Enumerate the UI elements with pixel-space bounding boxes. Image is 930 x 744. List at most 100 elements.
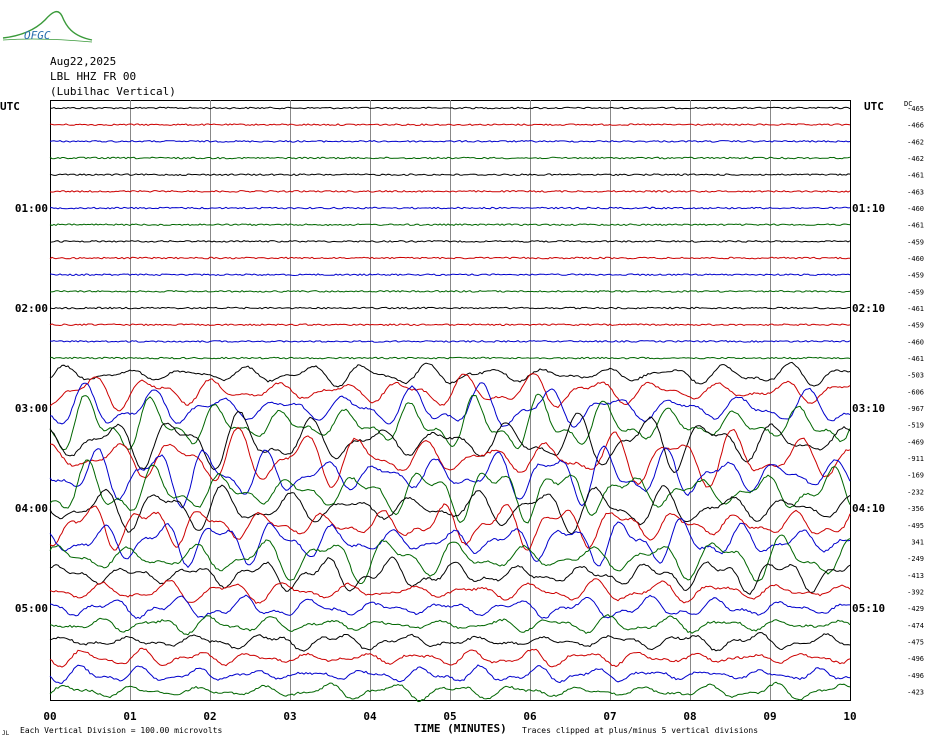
seismic-trace-line xyxy=(49,393,851,451)
left-time-label: 03:00 xyxy=(15,402,48,415)
dc-offset-label: -495 xyxy=(907,522,924,530)
seismic-trace-line xyxy=(49,323,851,327)
seismic-trace-line xyxy=(50,206,851,210)
seismic-trace-line xyxy=(49,173,851,177)
right-time-label: 03:10 xyxy=(852,402,885,415)
seismic-trace-line xyxy=(49,356,851,360)
logo-swoosh-icon xyxy=(2,10,93,41)
seismic-trace-line xyxy=(49,484,851,535)
dc-offset-label: -413 xyxy=(907,572,924,580)
dc-offset-label: -496 xyxy=(907,672,924,680)
dc-offset-label: -460 xyxy=(907,205,924,213)
dc-offset-label: -461 xyxy=(907,355,924,363)
footer-origin-mark: JL xyxy=(2,730,10,737)
logo-text: OFGC xyxy=(24,29,51,42)
dc-title: DC xyxy=(904,100,912,108)
dc-offset-label: -392 xyxy=(907,588,924,596)
x-axis-label: TIME (MINUTES) xyxy=(414,722,507,735)
logo-underline-icon xyxy=(2,38,93,43)
dc-offset-label: -462 xyxy=(907,138,924,146)
dc-offset-label: -519 xyxy=(907,422,924,430)
dc-offset-label: -459 xyxy=(907,238,924,246)
dc-offset-label: -461 xyxy=(907,222,924,230)
seismic-traces xyxy=(49,106,851,703)
seismic-trace-line xyxy=(49,647,851,668)
x-tick-label: 04 xyxy=(363,710,377,723)
x-tick-label: 03 xyxy=(283,710,296,723)
x-tick-label: 02 xyxy=(203,710,216,723)
dc-offset-label: -461 xyxy=(907,172,924,180)
left-time-label: 02:00 xyxy=(15,302,48,315)
seismic-trace-line xyxy=(49,273,851,277)
seismic-trace-line xyxy=(49,594,850,620)
seismic-trace-line xyxy=(49,339,851,343)
seismic-trace-line xyxy=(50,289,851,293)
seismic-trace-line xyxy=(49,223,851,227)
x-tick-label: 00 xyxy=(43,710,56,723)
footer-clip-note: Traces clipped at plus/minus 5 vertical … xyxy=(522,726,758,735)
dc-offset-label: -459 xyxy=(907,322,924,330)
seismic-trace-line xyxy=(50,106,851,110)
seismic-trace-line xyxy=(49,459,851,524)
seismic-trace-line xyxy=(49,518,851,569)
x-axis-ticks: 00 01 02 03 04 05 06 07 08 09 10 xyxy=(43,710,856,723)
seismic-trace-line xyxy=(49,614,851,636)
dc-offset-label: -474 xyxy=(907,622,924,630)
dc-offset-label: -460 xyxy=(907,338,924,346)
seismic-trace-line xyxy=(49,534,851,585)
x-tick-label: 08 xyxy=(683,710,696,723)
x-tick-label: 05 xyxy=(443,710,456,723)
seismic-trace-line xyxy=(49,664,851,684)
ofgc-logo: OFGC xyxy=(2,10,93,43)
dc-offset-label: -429 xyxy=(907,605,924,613)
seismic-trace-line xyxy=(49,503,851,551)
dc-offset-label: 341 xyxy=(911,538,924,546)
dc-offset-label: -169 xyxy=(907,472,924,480)
seismic-trace-line xyxy=(49,256,851,260)
left-time-label: 04:00 xyxy=(15,502,48,515)
header-station: LBL HHZ FR 00 xyxy=(50,70,136,83)
dc-offset-label: -460 xyxy=(907,255,924,263)
seismic-trace-line xyxy=(49,631,851,652)
seismic-trace-line xyxy=(49,139,851,143)
seismic-trace-line xyxy=(49,681,851,703)
seismic-trace-line xyxy=(49,556,851,595)
right-time-label: 04:10 xyxy=(852,502,885,515)
x-tick-label: 09 xyxy=(763,710,776,723)
right-time-label: 01:10 xyxy=(852,202,885,215)
seismic-trace-line xyxy=(49,306,851,310)
right-time-label: 02:10 xyxy=(852,302,885,315)
dc-offset-label: -465 xyxy=(907,105,924,113)
seismic-trace-line xyxy=(49,578,851,604)
dc-offset-labels: -465 -466 -462 -462 -461 -463 -460 -461 -459 -460… xyxy=(907,105,924,696)
dc-offset-label: -459 xyxy=(907,288,924,296)
dc-offset-label: -606 xyxy=(907,388,924,396)
left-time-label: 01:00 xyxy=(15,202,48,215)
dc-offset-label: -475 xyxy=(907,638,924,646)
dc-offset-label: -503 xyxy=(907,372,924,380)
footer-division-note: Each Vertical Division = 100.00 microvol… xyxy=(20,726,222,735)
header-date: Aug22,2025 xyxy=(50,55,116,68)
x-tick-label: 06 xyxy=(523,710,537,723)
dc-offset-label: -967 xyxy=(907,405,924,413)
dc-offset-label: -249 xyxy=(907,555,924,563)
left-time-label: 05:00 xyxy=(15,602,48,615)
seismic-trace-line xyxy=(49,361,851,388)
left-utc-title: UTC xyxy=(0,100,20,113)
right-time-label: 05:10 xyxy=(852,602,885,615)
right-utc-title: UTC xyxy=(864,100,884,113)
x-tick-label: 10 xyxy=(843,710,856,723)
seismic-trace-line xyxy=(49,189,851,193)
seismic-trace-line xyxy=(49,382,851,428)
seismic-trace-line xyxy=(49,156,851,160)
vertical-gridlines xyxy=(130,100,771,700)
x-tick-label: 01 xyxy=(123,710,137,723)
dc-offset-label: -469 xyxy=(907,438,924,446)
seismic-trace-line xyxy=(49,373,851,412)
dc-offset-label: -463 xyxy=(907,188,924,196)
time-labels: 01:00 01:10 02:00 02:10 03:00 03:10 04:00 04:10… xyxy=(15,202,885,615)
header-location: (Lubilhac Vertical) xyxy=(50,85,176,98)
dc-offset-label: -356 xyxy=(907,505,924,513)
dc-offset-label: -462 xyxy=(907,155,924,163)
